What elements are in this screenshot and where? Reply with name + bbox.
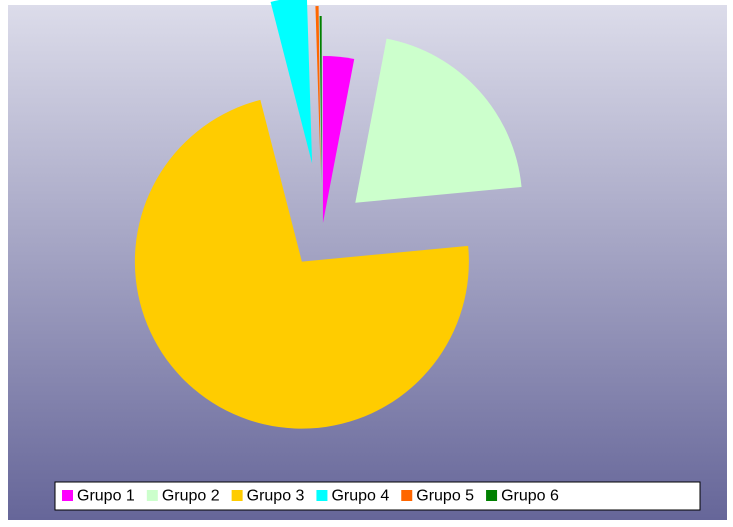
legend-box bbox=[54, 481, 701, 511]
legend: Grupo 1 Grupo 2 Grupo 3 Grupo 4 Grupo 5 Grupo… bbox=[62, 488, 559, 505]
pie-slice bbox=[134, 99, 469, 429]
legend-swatch bbox=[486, 490, 498, 501]
pie-slice bbox=[319, 16, 322, 184]
legend-label: Grupo 4 bbox=[331, 488, 389, 505]
legend-swatch bbox=[62, 490, 73, 501]
pie-slice bbox=[270, 0, 313, 164]
pie-slice bbox=[322, 56, 355, 224]
pie-slice bbox=[355, 38, 522, 203]
legend-label: Grupo 2 bbox=[162, 488, 220, 505]
legend-label: Grupo 5 bbox=[416, 488, 474, 505]
legend-label: Grupo 3 bbox=[247, 488, 305, 505]
legend-label: Grupo 1 bbox=[77, 488, 135, 505]
legend-swatch bbox=[231, 490, 243, 501]
legend-swatch bbox=[146, 490, 158, 501]
legend-swatch bbox=[401, 490, 413, 501]
pie-slice bbox=[315, 6, 321, 174]
legend-label: Grupo 6 bbox=[501, 488, 559, 505]
pie bbox=[134, 0, 522, 429]
legend-swatch bbox=[316, 490, 328, 501]
